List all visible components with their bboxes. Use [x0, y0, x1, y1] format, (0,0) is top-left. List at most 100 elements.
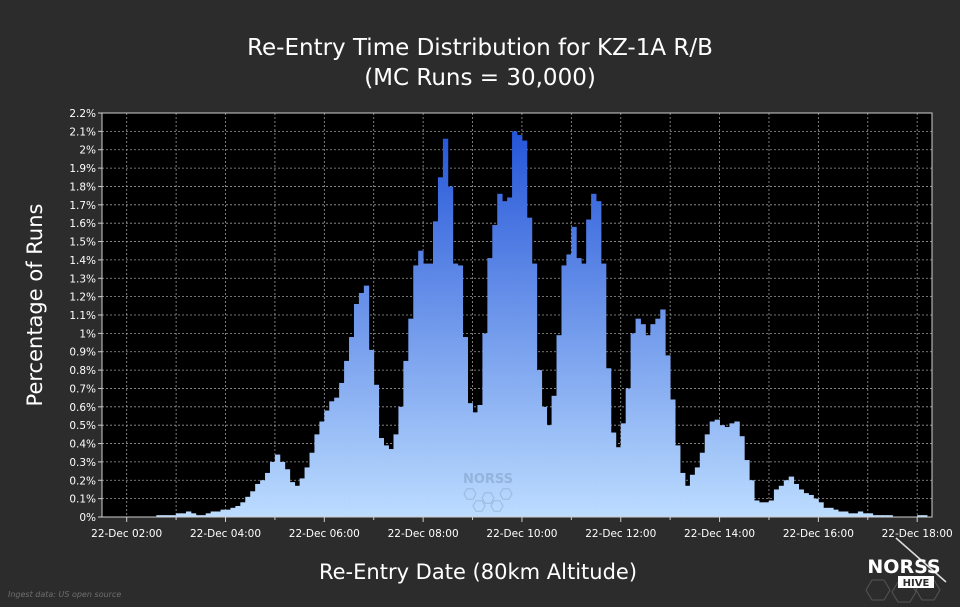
histogram-bar [749, 480, 755, 517]
histogram-bar [457, 265, 464, 517]
histogram-bar [551, 395, 557, 517]
histogram-bar [358, 292, 365, 517]
histogram-bar [586, 219, 592, 517]
histogram-bar [467, 403, 473, 517]
histogram-bar [670, 399, 676, 517]
histogram-bar [793, 483, 800, 517]
y-tick-label: 1.6% [69, 218, 96, 230]
y-tick-label: 1.4% [69, 255, 96, 267]
histogram-bar [334, 397, 340, 517]
histogram-bar [181, 513, 187, 517]
x-tick-label: 22-Dec 02:00 [91, 528, 162, 540]
norss-watermark: NORSS [463, 472, 513, 512]
histogram-bar [724, 427, 730, 517]
histogram-bar [344, 360, 350, 517]
histogram-bar [571, 226, 577, 517]
histogram-bar [778, 485, 785, 517]
histogram-bar [472, 412, 478, 517]
histogram-bar [764, 502, 770, 517]
histogram-bar [640, 324, 646, 517]
histogram-bar [630, 333, 636, 517]
histogram-bar [462, 337, 468, 517]
histogram-bar [620, 423, 627, 517]
histogram-bar [610, 432, 617, 517]
y-tick-label: 0.5% [69, 420, 96, 432]
y-axis-ticks: 0% 0.1% 0.2% 0.3% 0.4% 0.5% 0.6% 0.7% 0.8% 0.9% 1%… [69, 108, 102, 524]
chart-title: Re-Entry Time Distribution for KZ-1A R/B [247, 35, 713, 61]
histogram-bar [680, 472, 686, 517]
y-tick-label: 0.3% [69, 457, 96, 469]
watermark-hex [499, 488, 513, 500]
histogram-bar [625, 388, 632, 517]
x-tick-label: 22-Dec 08:00 [388, 528, 459, 540]
y-tick-label: 1.8% [69, 181, 96, 193]
histogram-bar [171, 515, 177, 517]
histogram-bar [813, 498, 819, 517]
x-tick-label: 22-Dec 16:00 [783, 528, 854, 540]
logo-slash [895, 537, 947, 583]
y-tick-label: 0.1% [69, 494, 96, 506]
histogram-bar [284, 469, 291, 517]
histogram-bar [398, 406, 404, 517]
histogram-bar [230, 507, 236, 517]
x-tick-label: 22-Dec 18:00 [882, 528, 953, 540]
histogram-bar [867, 513, 874, 517]
histogram-bar [605, 368, 612, 517]
histogram-bar [546, 425, 552, 517]
y-tick-label: 1.5% [69, 237, 96, 249]
histogram-bar [581, 263, 587, 517]
y-tick-label: 0.8% [69, 365, 96, 377]
y-tick-label: 2% [79, 145, 96, 157]
histogram-bar [759, 502, 765, 517]
histogram-bar [363, 285, 370, 517]
histogram-bar [319, 421, 325, 517]
histogram-bar [675, 445, 681, 517]
histogram-bar [304, 467, 310, 517]
y-tick-label: 0.7% [69, 383, 96, 395]
histogram-bar [833, 509, 839, 517]
histogram-bar [556, 335, 562, 517]
histogram-bar [887, 515, 893, 517]
histogram-bar [210, 511, 217, 517]
histogram-bar [576, 258, 582, 517]
histogram-bar [502, 201, 508, 518]
histogram-bar [383, 445, 389, 517]
histogram-bar [220, 509, 226, 517]
histogram-bar [665, 355, 671, 517]
histogram-bar [517, 135, 523, 517]
histogram-bar [838, 511, 844, 517]
histogram-bar [314, 434, 320, 517]
histogram-bar [600, 263, 607, 517]
histogram-bar [843, 511, 849, 517]
logo-hex-1 [865, 579, 891, 601]
histogram-bar [877, 515, 883, 517]
histogram-bar [714, 419, 720, 517]
y-tick-label: 1.2% [69, 292, 96, 304]
histogram-bar [255, 483, 261, 517]
histogram-bar [689, 474, 696, 517]
histogram-bar [428, 263, 434, 517]
histogram-bar [512, 131, 518, 517]
histogram-bar [487, 258, 493, 517]
histogram-bar [788, 476, 795, 517]
histogram-bar [225, 509, 231, 517]
x-tick-label: 22-Dec 14:00 [684, 528, 755, 540]
histogram-bar [240, 502, 246, 517]
histogram-bar [660, 309, 666, 517]
y-axis-title: Percentage of Runs [23, 204, 47, 407]
histogram-bar [373, 384, 380, 517]
histogram-bar [862, 513, 869, 517]
x-tick-label: 22-Dec 04:00 [190, 528, 261, 540]
histogram-bar [739, 436, 745, 517]
y-tick-label: 1.9% [69, 163, 96, 175]
histogram-bar [852, 513, 859, 517]
histogram-bar [442, 138, 449, 517]
histogram-bar [433, 221, 439, 517]
histogram-bar [324, 410, 330, 517]
histogram-bar [195, 515, 202, 517]
histogram-bar [200, 515, 207, 517]
histogram-bar [798, 489, 804, 517]
y-tick-label: 0.9% [69, 347, 96, 359]
histogram-bar [477, 404, 483, 517]
histogram-bar [437, 177, 444, 518]
